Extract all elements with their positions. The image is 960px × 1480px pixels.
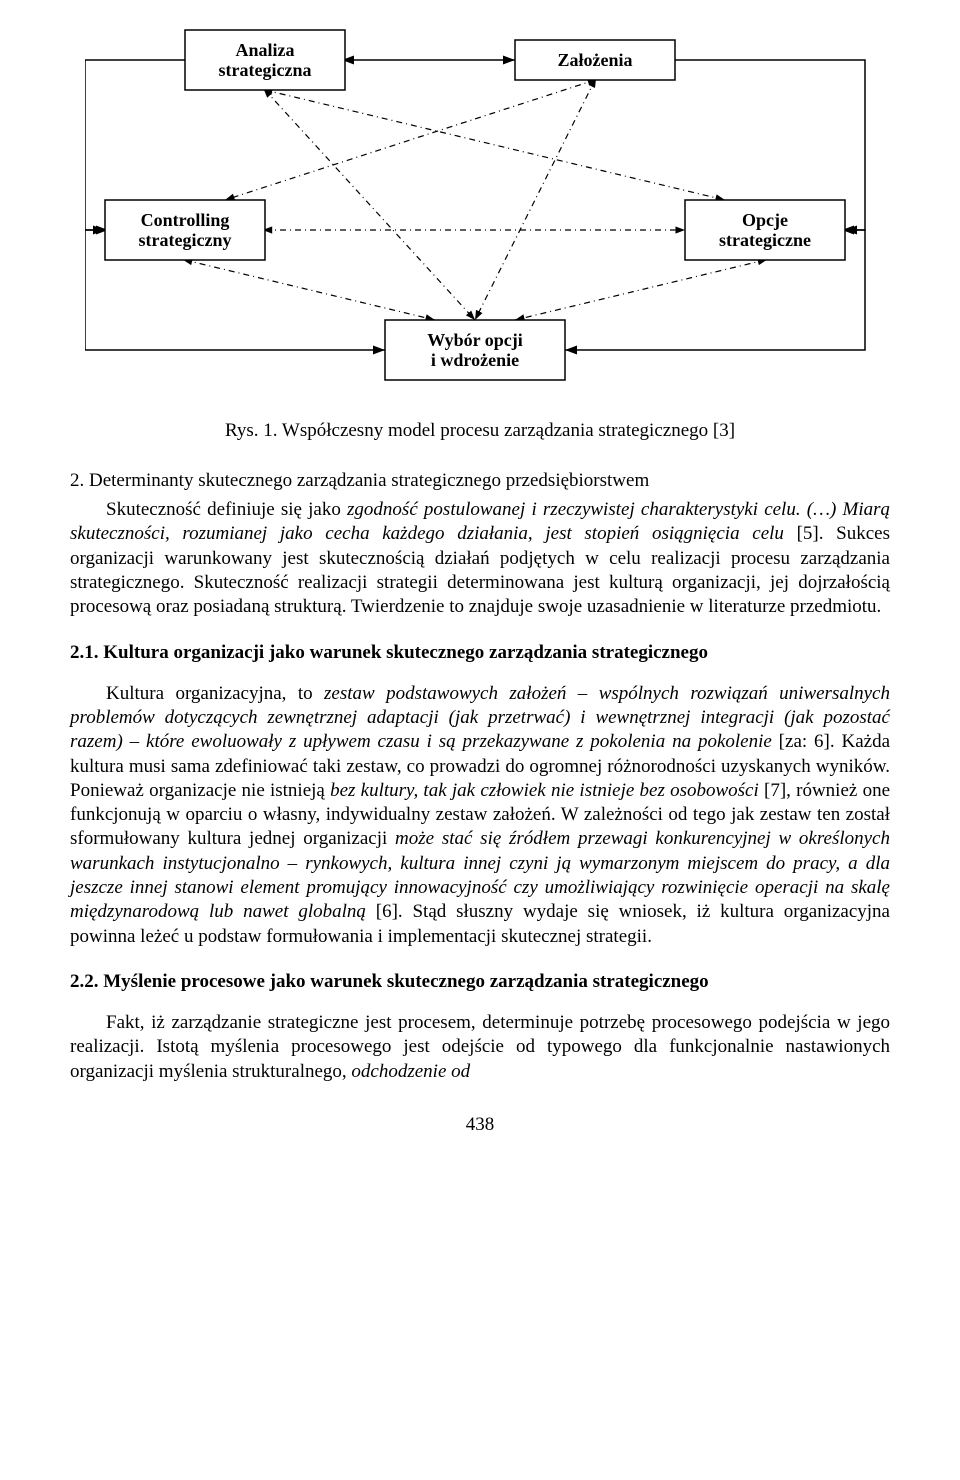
- node-controlling: Controlling strategiczny: [105, 200, 265, 260]
- node-wybor: Wybór opcji i wdrożenie: [385, 320, 565, 380]
- section-heading: 2. Determinanty skutecznego zarządzania …: [70, 470, 890, 492]
- strategy-diagram: Analiza strategiczna Założenia Controlli…: [70, 20, 890, 400]
- node-analiza: Analiza strategiczna: [185, 30, 345, 90]
- italic-run: bez kultury, tak jak człowiek nie istnie…: [330, 780, 759, 801]
- node-text: strategiczne: [719, 230, 811, 250]
- section-number: 2.: [70, 470, 84, 491]
- node-zalozenia: Założenia: [515, 40, 675, 80]
- page-number: 438: [70, 1114, 890, 1136]
- subheading-2-2: 2.2. Myślenie procesowe jako warunek sku…: [70, 971, 890, 993]
- node-text: Controlling: [141, 210, 230, 230]
- node-text: Założenia: [558, 50, 633, 70]
- node-text: Analiza: [235, 40, 294, 60]
- node-opcje: Opcje strategiczne: [685, 200, 845, 260]
- node-text: strategiczna: [219, 60, 312, 80]
- paragraph-1: Skuteczność definiuje się jako zgodność …: [70, 498, 890, 620]
- italic-run: odchodzenie od: [351, 1061, 470, 1082]
- node-text: strategiczny: [139, 230, 232, 250]
- subheading-2-1: 2.1. Kultura organizacji jako warunek sk…: [70, 642, 890, 664]
- figure-caption: Rys. 1. Współczesny model procesu zarząd…: [70, 420, 890, 442]
- node-text: Opcje: [742, 210, 788, 230]
- text-run: Kultura organizacyjna, to: [106, 683, 324, 704]
- node-text: Wybór opcji: [427, 330, 523, 350]
- paragraph-2: Kultura organizacyjna, to zestaw podstaw…: [70, 682, 890, 949]
- section-title-text: Determinanty skutecznego zarządzania str…: [89, 470, 649, 491]
- paragraph-3: Fakt, iż zarządzanie strategiczne jest p…: [70, 1011, 890, 1084]
- text-run: Skuteczność definiuje się jako: [106, 499, 347, 520]
- node-text: i wdrożenie: [431, 350, 519, 370]
- text-run: Fakt, iż zarządzanie strategiczne jest p…: [70, 1012, 890, 1082]
